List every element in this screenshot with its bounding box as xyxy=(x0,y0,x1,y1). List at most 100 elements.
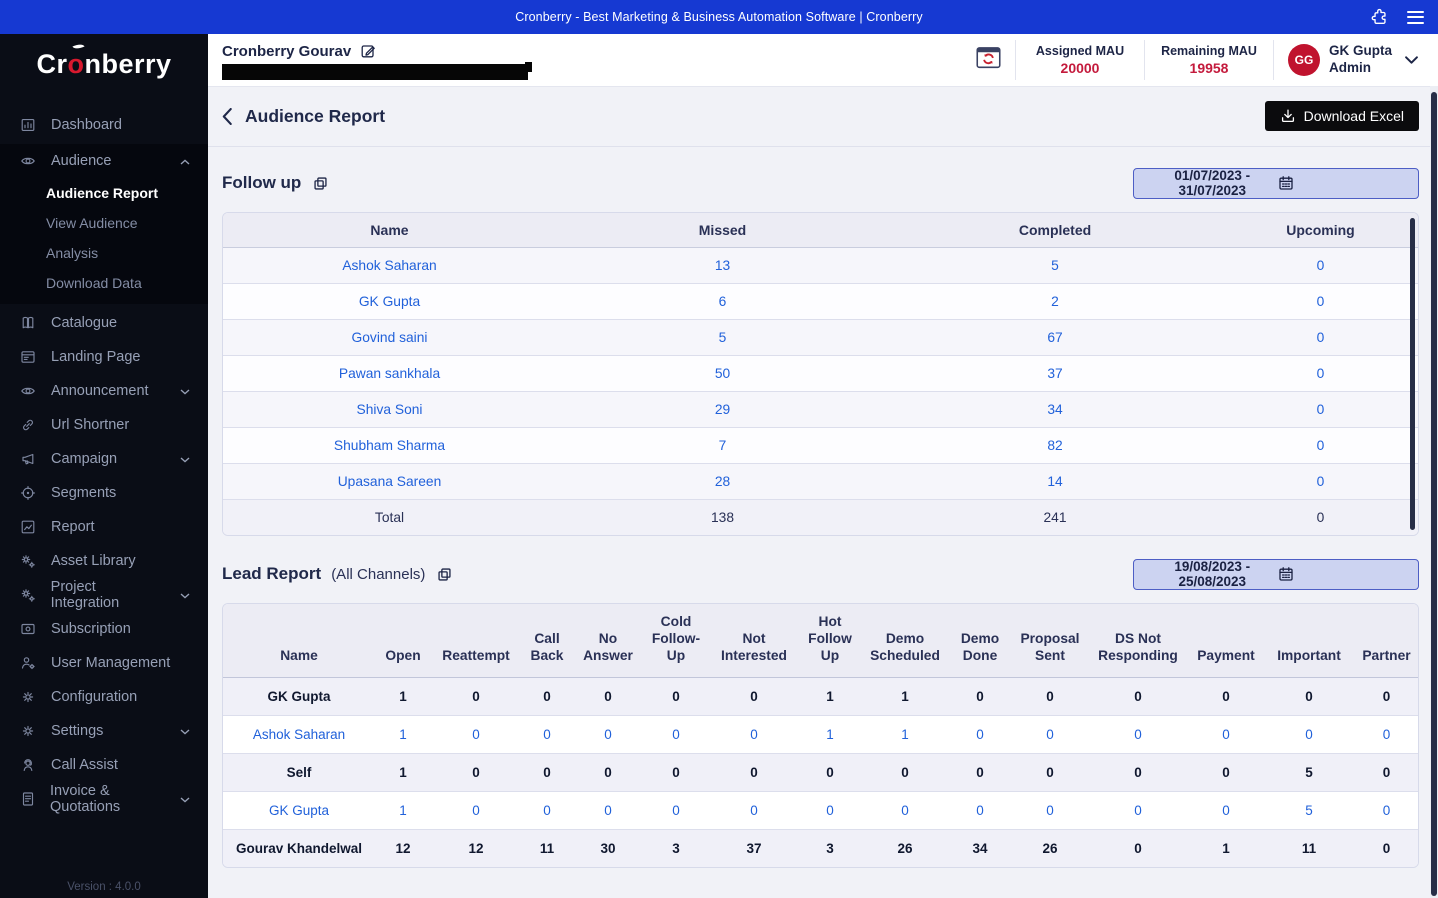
table-row: GK Gupta 1 0 0 0 0 0 1 1 0 0 0 0 0 0 xyxy=(223,677,1418,716)
sidebar-item-settings[interactable]: Settings xyxy=(0,714,208,748)
sidebar-item-analysis[interactable]: Analysis xyxy=(46,245,99,261)
user-menu[interactable]: GG GK Gupta Admin xyxy=(1288,43,1418,77)
sidebar-item-campaign[interactable]: Campaign xyxy=(0,442,208,476)
sidebar-item-report[interactable]: Report xyxy=(0,510,208,544)
cronberry-logo[interactable]: Cr o nberry xyxy=(36,48,172,79)
sidebar-item-invoice-quotations[interactable]: Invoice & Quotations xyxy=(0,782,208,816)
table-row: Pawan sankhala 50 37 0 xyxy=(223,355,1418,392)
chevron-down-icon xyxy=(180,383,190,399)
gear-icon xyxy=(20,723,37,740)
column-header: Hot Follow Up xyxy=(799,604,861,678)
sidebar-item-user-management[interactable]: User Management xyxy=(0,646,208,680)
sidebar-item-configuration[interactable]: Configuration xyxy=(0,680,208,714)
total-completed: 241 xyxy=(1043,510,1067,525)
edit-icon[interactable] xyxy=(360,43,376,59)
sidebar-item-url-shortner[interactable]: Url Shortner xyxy=(0,408,208,442)
completed-link[interactable]: 2 xyxy=(1051,294,1059,309)
name-link[interactable]: Pawan sankhala xyxy=(338,366,441,381)
total-upcoming: 0 xyxy=(1316,510,1325,525)
sidebar-item-audience[interactable]: Audience xyxy=(0,144,208,178)
missed-link[interactable]: 29 xyxy=(714,402,731,417)
name-link[interactable]: Govind saini xyxy=(351,330,428,345)
calendar-icon xyxy=(1278,175,1409,191)
sidebar-item-call-assist[interactable]: Call Assist xyxy=(0,748,208,782)
sync-window-icon[interactable] xyxy=(976,46,1001,74)
missed-link[interactable]: 28 xyxy=(714,474,731,489)
sidebar-item-segments[interactable]: Segments xyxy=(0,476,208,510)
eye-icon xyxy=(20,383,37,400)
page-scrollbar[interactable] xyxy=(1430,86,1438,898)
missed-link[interactable]: 13 xyxy=(714,258,731,273)
lead-header-row: Name Open Reattempt Call Back No Answer … xyxy=(223,604,1418,678)
column-header: No Answer xyxy=(573,604,643,678)
missed-link[interactable]: 7 xyxy=(718,438,727,453)
menu-icon[interactable] xyxy=(1407,10,1424,24)
table-scrollbar[interactable] xyxy=(1410,218,1415,530)
completed-link[interactable]: 67 xyxy=(1047,330,1063,345)
sidebar-item-catalogue[interactable]: Catalogue xyxy=(0,306,208,340)
upcoming-link[interactable]: 0 xyxy=(1316,258,1325,273)
workspace-name: Cronberry Gourav xyxy=(222,42,352,60)
missed-link[interactable]: 6 xyxy=(718,294,727,309)
name-link[interactable]: Shubham Sharma xyxy=(333,438,446,453)
column-header: Demo Done xyxy=(949,604,1011,678)
lead-name: GK Gupta xyxy=(267,688,331,704)
sidebar-item-landing-page[interactable]: Landing Page xyxy=(0,340,208,374)
sidebar-item-asset-library[interactable]: Asset Library xyxy=(0,544,208,578)
total-missed: 138 xyxy=(710,510,735,525)
completed-link[interactable]: 5 xyxy=(1051,258,1059,273)
copy-icon[interactable] xyxy=(437,567,452,582)
remaining-mau-value: 19958 xyxy=(1189,60,1229,76)
sidebar-group-audience: Audience Audience Report View Audience A… xyxy=(0,144,208,304)
column-header: Important xyxy=(1265,604,1353,678)
completed-link[interactable]: 82 xyxy=(1047,438,1063,453)
upcoming-link[interactable]: 0 xyxy=(1316,438,1325,453)
upcoming-link[interactable]: 0 xyxy=(1316,366,1325,381)
browser-window-icon xyxy=(20,349,37,366)
table-row: Ashok Saharan 13 5 0 xyxy=(223,247,1418,284)
name-link[interactable]: Shiva Soni xyxy=(356,402,423,417)
window-title: Cronberry - Best Marketing & Business Au… xyxy=(515,10,923,24)
upcoming-link[interactable]: 0 xyxy=(1316,402,1325,417)
sidebar-item-audience-report[interactable]: Audience Report xyxy=(46,185,159,201)
sidebar-item-subscription[interactable]: Subscription xyxy=(0,612,208,646)
chevron-down-icon xyxy=(180,451,190,467)
missed-link[interactable]: 50 xyxy=(714,366,731,381)
completed-link[interactable]: 34 xyxy=(1047,402,1063,417)
lead-name-link[interactable]: Ashok Saharan xyxy=(252,726,346,742)
table-row: Self 1 0 0 0 0 0 0 0 0 0 0 0 5 0 xyxy=(223,753,1418,792)
headset-user-icon xyxy=(20,757,37,774)
sidebar-item-announcement[interactable]: Announcement xyxy=(0,374,208,408)
lead-report-title: Lead Report xyxy=(222,564,322,583)
column-header: Name xyxy=(223,604,375,678)
copy-icon[interactable] xyxy=(313,176,328,191)
completed-link[interactable]: 14 xyxy=(1047,474,1063,489)
name-link[interactable]: GK Gupta xyxy=(358,294,421,309)
avatar: GG xyxy=(1288,44,1320,76)
user-role: Admin xyxy=(1329,60,1371,75)
back-icon[interactable] xyxy=(222,107,232,125)
chevron-down-icon xyxy=(180,791,190,807)
sidebar-item-project-integration[interactable]: Project Integration xyxy=(0,578,208,612)
sidebar-item-view-audience[interactable]: View Audience xyxy=(46,215,138,231)
redacted-email xyxy=(222,61,532,80)
lead-report-date-range[interactable]: 19/08/2023 - 25/08/2023 xyxy=(1133,558,1419,590)
column-header: Proposal Sent xyxy=(1011,604,1089,678)
lead-name-link[interactable]: GK Gupta xyxy=(268,802,330,818)
upcoming-link[interactable]: 0 xyxy=(1316,294,1325,309)
missed-link[interactable]: 5 xyxy=(718,330,727,345)
logo-berry: o xyxy=(67,48,85,79)
column-header: Call Back xyxy=(521,604,573,678)
name-link[interactable]: Ashok Saharan xyxy=(342,258,437,273)
table-row: Shubham Sharma 7 82 0 xyxy=(223,427,1418,464)
name-link[interactable]: Upasana Sareen xyxy=(337,474,442,489)
completed-link[interactable]: 37 xyxy=(1047,366,1063,381)
followup-title: Follow up xyxy=(222,173,302,192)
upcoming-link[interactable]: 0 xyxy=(1316,474,1325,489)
extensions-puzzle-icon[interactable] xyxy=(1371,8,1389,26)
sidebar-item-download-data[interactable]: Download Data xyxy=(46,275,142,291)
download-excel-button[interactable]: Download Excel xyxy=(1264,101,1419,131)
sidebar-item-dashboard[interactable]: Dashboard xyxy=(0,108,208,142)
upcoming-link[interactable]: 0 xyxy=(1316,330,1325,345)
followup-date-range[interactable]: 01/07/2023 - 31/07/2023 xyxy=(1133,167,1419,199)
